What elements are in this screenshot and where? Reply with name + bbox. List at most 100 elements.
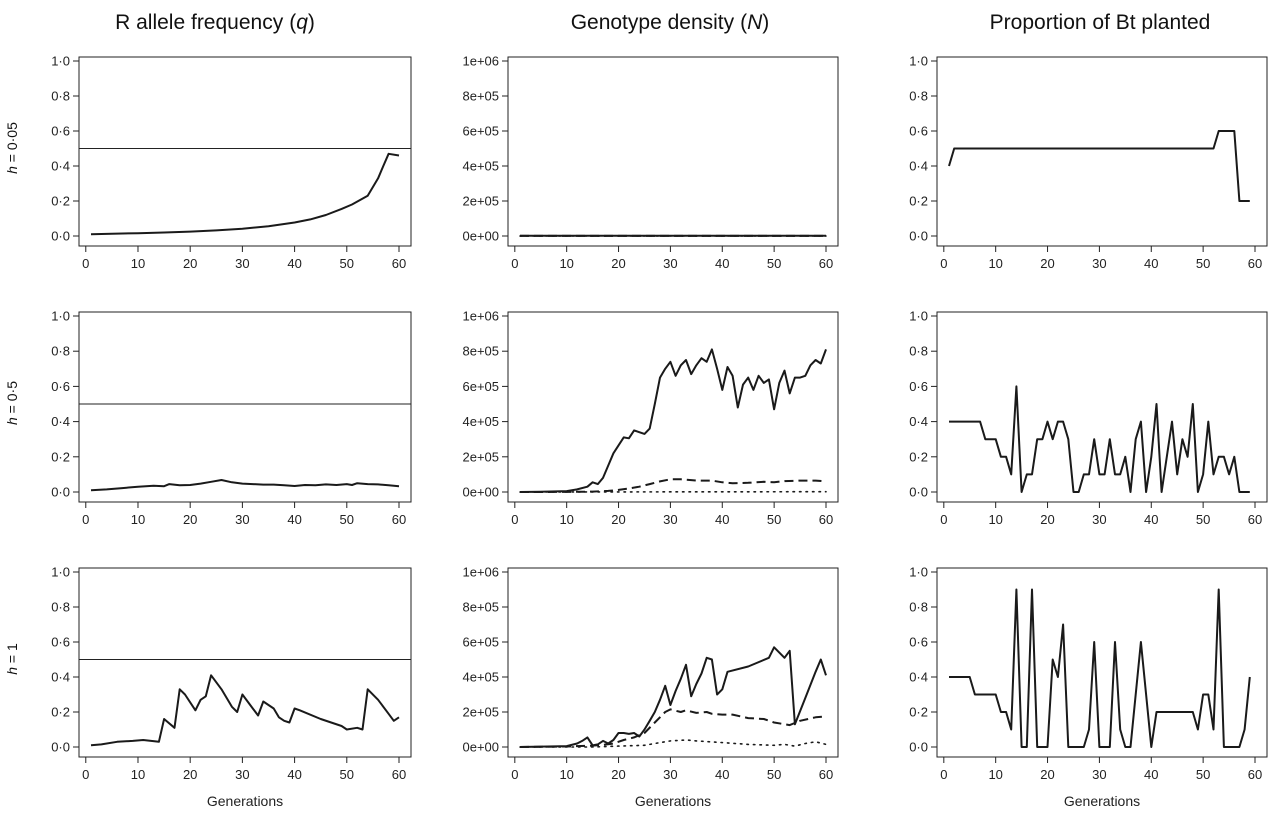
x-tick-label: 0 (940, 767, 947, 782)
x-tick-label: 10 (988, 767, 1002, 782)
x-axis-label-col2: Generations (635, 793, 711, 809)
x-tick-label: 60 (819, 512, 833, 527)
y-tick-label: 1·0 (909, 565, 928, 580)
x-tick-label: 50 (340, 512, 354, 527)
x-tick-label: 30 (235, 512, 249, 527)
series-line-solid (948, 130, 1250, 202)
y-tick-label: 0·8 (909, 344, 928, 359)
y-tick-label: 4e+05 (462, 670, 499, 685)
y-tick-label: 0e+00 (462, 485, 499, 500)
panel-bt-h1: 0·0 0·2 0·4 0·6 0·8 1·0 0 10 20 30 40 50 60 (909, 565, 1268, 782)
x-tick-label: 20 (611, 256, 625, 271)
series-line-solid (519, 348, 827, 493)
y-tick-label: 2e+05 (462, 194, 499, 209)
panel-bt-h005: 0·0 0·2 0·4 0·6 0·8 1·0 0 10 20 30 40 50 60 (909, 54, 1268, 271)
panel-freq-h1: 0·0 0·2 0·4 0·6 0·8 1·0 0 10 20 30 40 50 60 (51, 565, 412, 782)
y-tick-label: 0·8 (909, 89, 928, 104)
series-line-dashed (519, 708, 827, 748)
y-tick-label: 4e+05 (462, 414, 499, 429)
y-tick-label: 0·8 (51, 600, 70, 615)
x-tick-label: 50 (340, 767, 354, 782)
series-line-solid (90, 479, 400, 492)
series-line-solid (90, 674, 400, 747)
plot-frame (507, 311, 839, 503)
column-title-proportion-bt-planted: Proportion of Bt planted (990, 11, 1211, 34)
panel-dens-h005: 0e+00 2e+05 4e+05 6e+05 8e+05 1e+06 0 10 20 30 40 5… (462, 54, 839, 271)
y-tick-label: 0·8 (51, 89, 70, 104)
y-tick-label: 0·2 (51, 705, 70, 720)
y-tick-label: 0·8 (51, 344, 70, 359)
row-label-h-0-5: h = 0·5 (4, 381, 20, 425)
panel-freq-h005: 0·0 0·2 0·4 0·6 0·8 1·0 0 10 20 30 40 50 60 (51, 54, 412, 271)
plot-frame (507, 56, 839, 247)
y-tick-label: 1e+06 (462, 309, 499, 324)
plot-frame (78, 311, 412, 503)
y-tick-label: 1e+06 (462, 565, 499, 580)
x-tick-label: 40 (715, 512, 729, 527)
x-tick-label: 30 (663, 767, 677, 782)
x-tick-label: 50 (1196, 256, 1210, 271)
y-tick-label: 0·4 (51, 414, 70, 429)
y-tick-label: 6e+05 (462, 635, 499, 650)
y-tick-label: 0e+00 (462, 740, 499, 755)
x-tick-label: 60 (1248, 256, 1262, 271)
x-tick-label: 50 (767, 256, 781, 271)
y-tick-label: 0·0 (51, 229, 70, 244)
panel-dens-h1: 0e+00 2e+05 4e+05 6e+05 8e+05 1e+06 0 10 20 30 40 5… (462, 565, 839, 782)
y-tick-label: 1·0 (909, 54, 928, 69)
y-tick-label: 1·0 (51, 309, 70, 324)
row-label-h-0-05: h = 0·05 (4, 122, 20, 174)
y-tick-label: 2e+05 (462, 705, 499, 720)
series-line-dotted (519, 739, 827, 748)
y-tick-label: 0·4 (909, 159, 928, 174)
y-tick-label: 0·4 (51, 670, 70, 685)
x-tick-label: 0 (511, 512, 518, 527)
y-tick-label: 2e+05 (462, 449, 499, 464)
x-tick-label: 30 (1092, 767, 1106, 782)
y-tick-label: 0·6 (909, 635, 928, 650)
series-line-solid (90, 152, 400, 236)
x-tick-label: 40 (1144, 512, 1158, 527)
x-axis-label-col3: Generations (1064, 793, 1140, 809)
x-tick-label: 20 (183, 767, 197, 782)
series-line-dashed (519, 478, 827, 493)
x-tick-label: 10 (559, 256, 573, 271)
x-tick-label: 10 (988, 512, 1002, 527)
x-tick-label: 60 (392, 767, 406, 782)
y-tick-label: 0·0 (909, 740, 928, 755)
x-tick-label: 50 (1196, 512, 1210, 527)
y-tick-label: 0·4 (51, 159, 70, 174)
x-tick-label: 20 (611, 767, 625, 782)
plot-frame (936, 311, 1268, 503)
y-tick-label: 0·4 (909, 670, 928, 685)
series-line-solid (949, 588, 1251, 748)
x-tick-label: 0 (511, 256, 518, 271)
x-tick-label: 30 (235, 256, 249, 271)
x-tick-label: 40 (715, 767, 729, 782)
y-tick-label: 1·0 (51, 54, 70, 69)
x-tick-label: 10 (131, 512, 145, 527)
x-tick-label: 10 (131, 256, 145, 271)
x-tick-label: 20 (611, 512, 625, 527)
x-tick-label: 0 (82, 767, 89, 782)
y-tick-label: 0·2 (51, 194, 70, 209)
x-tick-label: 10 (559, 512, 573, 527)
plot-frame (507, 567, 839, 758)
panel-bt-h05: 0·0 0·2 0·4 0·6 0·8 1·0 0 10 20 30 40 50 60 (909, 309, 1268, 527)
x-tick-label: 60 (392, 256, 406, 271)
x-tick-label: 30 (1092, 256, 1106, 271)
plot-frame (936, 56, 1268, 247)
x-tick-label: 50 (767, 512, 781, 527)
x-tick-label: 40 (1144, 767, 1158, 782)
x-tick-label: 40 (1144, 256, 1158, 271)
row-label-h-1: h = 1 (4, 643, 20, 675)
x-tick-label: 40 (715, 256, 729, 271)
x-tick-label: 20 (183, 512, 197, 527)
y-tick-label: 1·0 (909, 309, 928, 324)
panel-dens-h05: 0e+00 2e+05 4e+05 6e+05 8e+05 1e+06 0 10 20 30 40 5… (462, 309, 839, 527)
x-tick-label: 40 (287, 512, 301, 527)
x-tick-label: 60 (392, 512, 406, 527)
y-tick-label: 0·0 (909, 485, 928, 500)
y-tick-label: 6e+05 (462, 124, 499, 139)
